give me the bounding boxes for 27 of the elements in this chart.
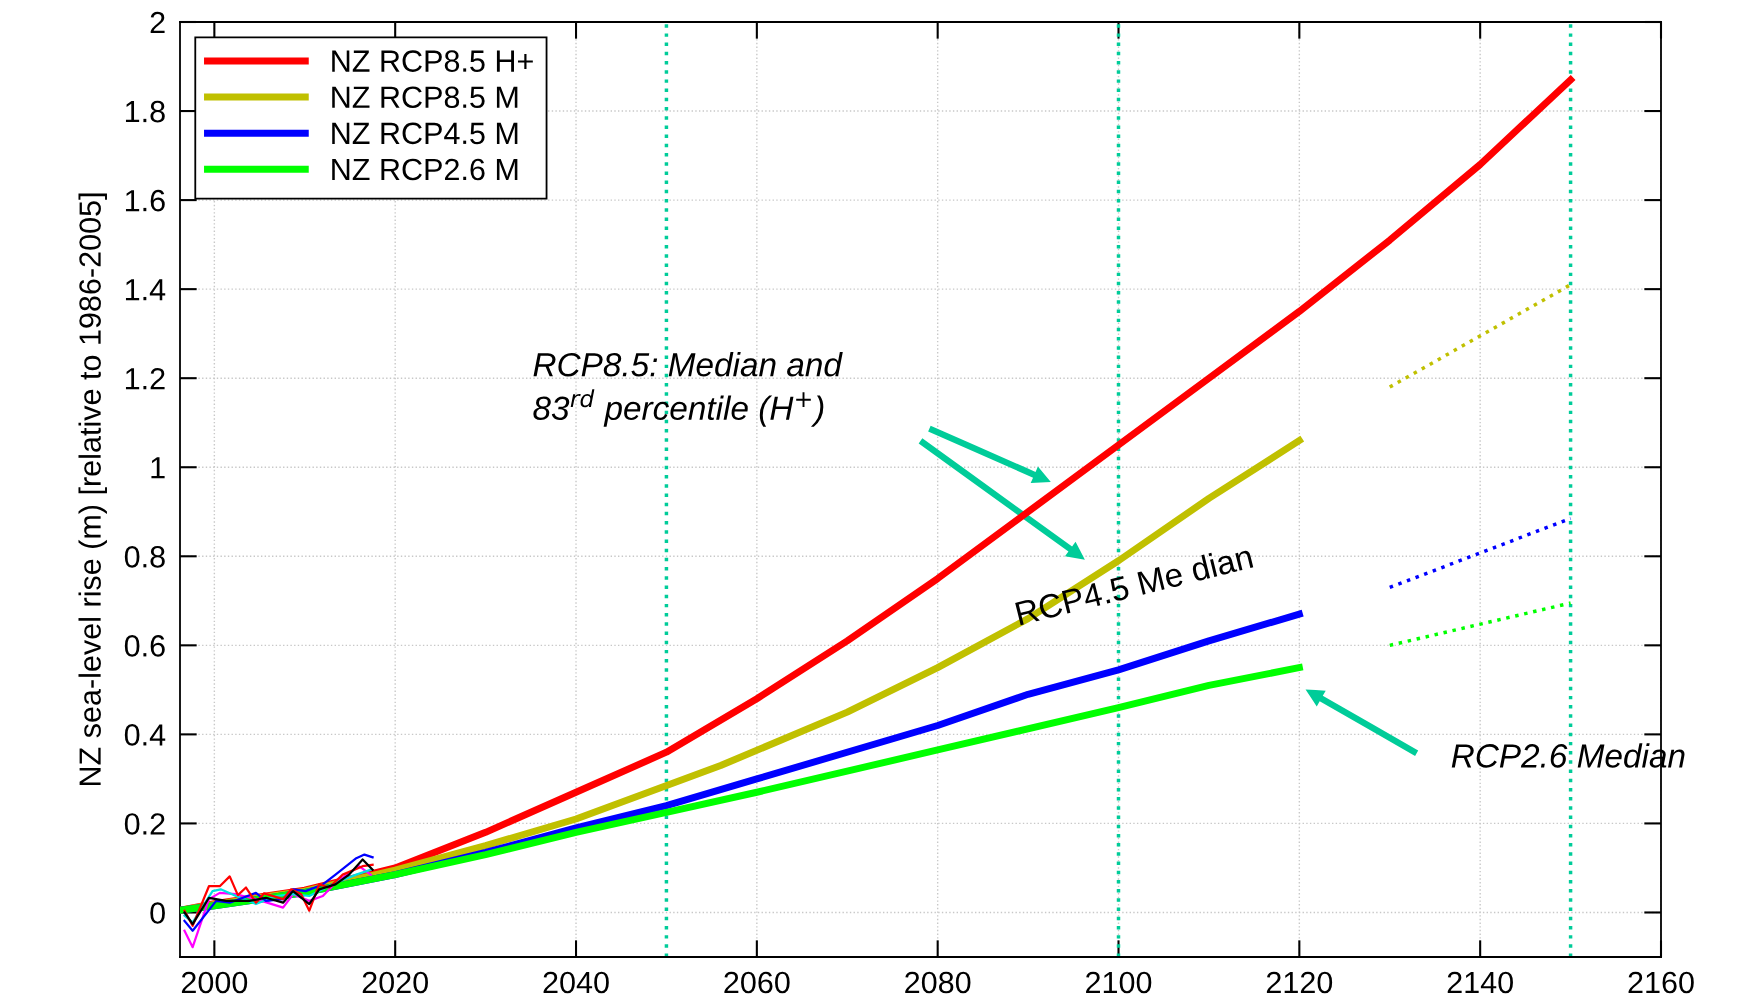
x-tick-label: 2160 xyxy=(1628,971,1694,994)
legend-label: NZ RCP2.6 M xyxy=(332,158,518,181)
y-tick-label: 0.8 xyxy=(124,546,165,568)
y-tick-label: 0.4 xyxy=(124,724,166,746)
legend-label: NZ RCP4.5 M xyxy=(332,122,518,145)
y-tick-label: 1.2 xyxy=(125,367,165,390)
y-tick-label: 1.4 xyxy=(125,279,166,301)
x-tick-label: 2020 xyxy=(362,971,428,994)
legend-label: NZ RCP8.5 M xyxy=(332,86,518,109)
x-tick-label: 2100 xyxy=(1086,971,1152,994)
x-tick-label: 2120 xyxy=(1266,971,1333,994)
y-tick-label: 1.6 xyxy=(125,189,165,212)
y-tick-label: 0.2 xyxy=(124,813,165,835)
annotation: RCP8.5: Median and 83$^{rd}$ percentile (H$^{+}$) xyxy=(533,352,843,427)
legend-label: NZ RCP8.5 H+ xyxy=(332,50,533,72)
y-axis-title: NZ sea-level rise (m) [relative to 1986-2005] xyxy=(78,193,107,786)
y-tick-label: 2 xyxy=(150,11,165,34)
annotation: RCP4.5 Me dian xyxy=(1014,543,1254,626)
y-tick-label: 0 xyxy=(150,902,165,924)
y-tick-label: 1 xyxy=(151,457,165,479)
x-tick-label: 2040 xyxy=(543,971,609,994)
x-tick-label: 2080 xyxy=(905,971,971,994)
x-tick-label: 2140 xyxy=(1447,971,1513,994)
y-tick-label: 1.8 xyxy=(125,100,165,123)
x-tick-label: 2000 xyxy=(181,971,248,994)
y-tick-label: 0.6 xyxy=(124,635,165,657)
x-tick-label: 2060 xyxy=(724,971,790,994)
